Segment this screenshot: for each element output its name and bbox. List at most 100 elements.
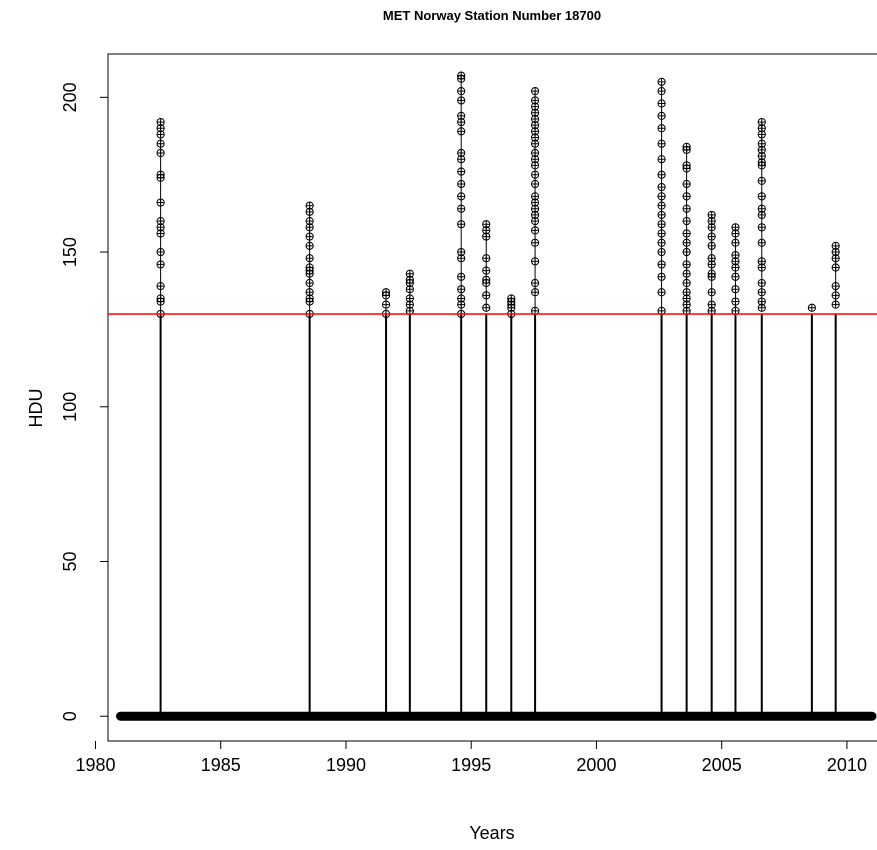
data-point xyxy=(305,297,314,306)
y-tick-label: 150 xyxy=(60,237,80,267)
data-point xyxy=(482,291,491,300)
data-point xyxy=(457,272,466,281)
data-point xyxy=(156,148,165,158)
data-point xyxy=(757,161,766,170)
data-point xyxy=(482,278,491,288)
data-point xyxy=(657,77,666,86)
data-point xyxy=(831,291,840,300)
data-point xyxy=(305,207,314,216)
y-tick-label: 200 xyxy=(60,82,80,112)
x-tick-label: 1980 xyxy=(75,755,115,775)
data-point xyxy=(731,238,740,247)
data-point xyxy=(831,263,840,272)
data-point xyxy=(682,247,691,257)
data-point xyxy=(757,278,766,288)
data-point xyxy=(707,272,716,281)
data-point xyxy=(657,238,666,247)
data-point xyxy=(482,254,491,263)
data-point xyxy=(405,285,414,294)
data-point xyxy=(457,204,466,213)
data-point xyxy=(757,130,766,139)
data-point xyxy=(530,217,540,226)
data-point xyxy=(457,127,466,136)
data-point xyxy=(657,192,666,201)
data-point xyxy=(305,241,314,250)
data-point xyxy=(457,192,466,201)
data-point xyxy=(731,229,740,238)
data-point xyxy=(731,263,740,272)
data-point xyxy=(305,232,314,241)
data-point xyxy=(482,266,491,275)
data-point xyxy=(682,229,691,238)
data-point xyxy=(831,254,840,263)
x-axis-label: Years xyxy=(469,823,514,843)
data-point xyxy=(682,164,691,173)
plot-frame xyxy=(107,53,877,742)
data-point xyxy=(381,291,391,300)
data-point xyxy=(457,74,466,83)
data-point xyxy=(530,87,540,96)
data-point xyxy=(457,179,466,189)
data-point xyxy=(682,192,691,201)
data-point xyxy=(657,99,666,108)
y-tick-label: 50 xyxy=(60,551,80,571)
data-point xyxy=(731,297,740,306)
data-point xyxy=(657,155,666,164)
data-point xyxy=(682,145,691,155)
data-point xyxy=(657,182,666,192)
data-point xyxy=(530,257,540,266)
data-point xyxy=(305,269,314,278)
data-point xyxy=(757,223,766,232)
data-point xyxy=(757,263,766,272)
data-point xyxy=(682,269,691,278)
data-point xyxy=(305,278,314,288)
data-point xyxy=(707,223,716,232)
data-point xyxy=(682,260,691,269)
data-point xyxy=(530,278,540,288)
data-point xyxy=(530,288,540,297)
data-point xyxy=(657,124,666,133)
x-tick-label: 2005 xyxy=(702,755,742,775)
data-point xyxy=(707,232,716,241)
data-point xyxy=(731,285,740,294)
data-point xyxy=(457,220,466,229)
data-point xyxy=(156,229,165,238)
data-point xyxy=(682,278,691,288)
data-point xyxy=(530,238,540,247)
data-point xyxy=(156,297,165,306)
data-point xyxy=(156,173,165,182)
data-point xyxy=(731,272,740,281)
data-point xyxy=(657,229,666,238)
y-tick-label: 100 xyxy=(60,392,80,422)
data-point xyxy=(807,303,816,312)
x-tick-label: 1985 xyxy=(201,755,241,775)
data-point xyxy=(657,210,666,220)
data-point xyxy=(482,303,491,312)
data-point xyxy=(457,285,466,294)
y-tick-label: 0 xyxy=(60,711,80,721)
data-point xyxy=(305,254,314,263)
data-point xyxy=(682,204,691,213)
data-point xyxy=(530,170,540,179)
data-point xyxy=(657,247,666,257)
chart-title: MET Norway Station Number 18700 xyxy=(383,8,601,23)
data-point xyxy=(657,272,666,281)
data-point xyxy=(707,241,716,250)
data-point xyxy=(682,217,691,226)
data-point xyxy=(457,117,466,127)
data-point xyxy=(657,288,666,297)
data-point xyxy=(156,130,165,139)
data-point xyxy=(657,111,666,120)
data-point xyxy=(707,288,716,297)
data-point xyxy=(530,179,540,189)
data-point xyxy=(757,303,766,312)
data-point xyxy=(381,300,391,309)
data-point xyxy=(457,87,466,96)
data-point xyxy=(156,281,165,291)
data-point xyxy=(757,288,766,297)
x-tick-label: 2000 xyxy=(576,755,616,775)
data-point xyxy=(831,281,840,291)
data-point xyxy=(530,161,540,170)
data-point xyxy=(657,220,666,229)
